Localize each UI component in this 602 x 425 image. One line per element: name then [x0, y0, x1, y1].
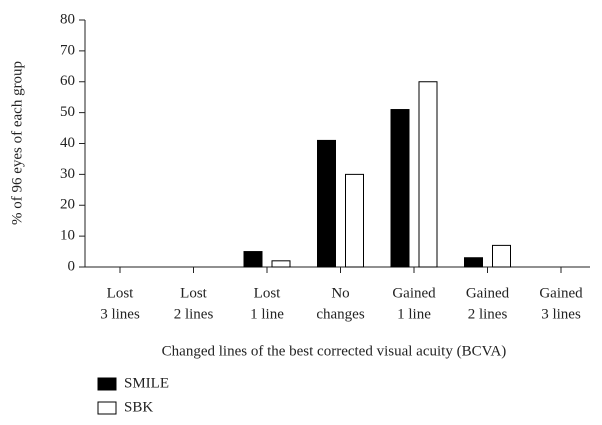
x-axis-label: Changed lines of the best corrected visu…	[162, 343, 507, 359]
bar	[317, 139, 336, 268]
y-tick-label: 30	[60, 166, 75, 182]
x-tick-label: 2 lines	[468, 306, 508, 322]
x-tick-label: Gained	[466, 285, 510, 301]
y-tick-label: 0	[68, 258, 76, 274]
legend-label: SMILE	[124, 375, 169, 391]
legend-swatch	[97, 377, 117, 391]
x-tick-label: Gained	[392, 285, 436, 301]
x-tick-label: No	[331, 285, 349, 301]
bar	[243, 251, 263, 268]
legend-label: SBK	[124, 399, 153, 415]
bar	[390, 109, 410, 268]
y-tick-label: 20	[60, 197, 75, 213]
x-tick-label: 1 line	[397, 306, 431, 322]
bar	[464, 257, 483, 268]
x-tick-label: 3 lines	[100, 306, 140, 322]
y-axis-label: % of 96 eyes of each group	[9, 61, 25, 225]
bar	[418, 81, 438, 268]
x-tick-label: Gained	[539, 285, 583, 301]
y-tick-label: 80	[60, 11, 75, 27]
x-tick-label: 1 line	[250, 306, 284, 322]
bar	[345, 173, 364, 268]
legend-swatch	[97, 401, 117, 415]
y-tick-label: 70	[60, 42, 75, 58]
x-tick-label: Lost	[254, 285, 282, 301]
y-tick-label: 60	[60, 73, 75, 89]
x-tick-label: 3 lines	[541, 306, 581, 322]
y-tick-label: 10	[60, 228, 75, 244]
x-tick-label: Lost	[107, 285, 135, 301]
bar	[271, 260, 291, 268]
y-tick-label: 40	[60, 135, 75, 151]
y-tick-label: 50	[60, 104, 75, 120]
x-tick-label: 2 lines	[174, 306, 214, 322]
bar	[492, 244, 511, 268]
x-tick-label: Lost	[180, 285, 208, 301]
x-tick-label: changes	[316, 306, 364, 322]
